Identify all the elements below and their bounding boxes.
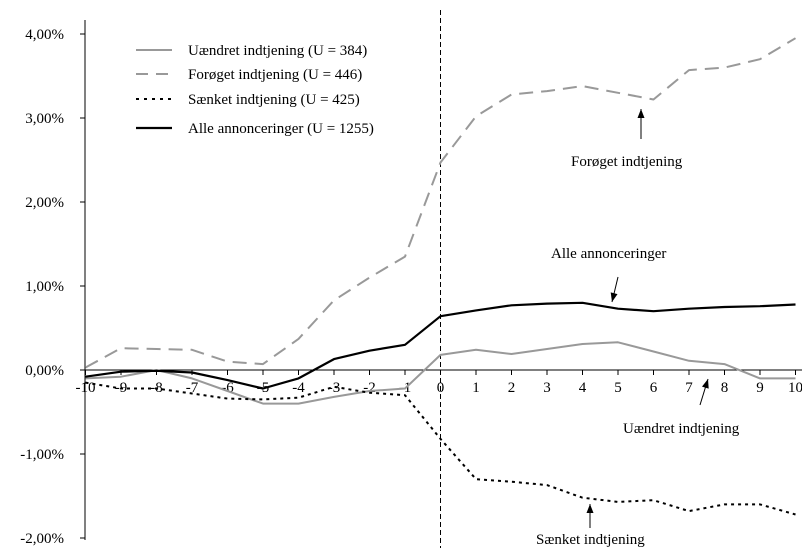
legend-label: Forøget indtjening (U = 446) (188, 67, 362, 83)
annotation-arrowhead (637, 109, 645, 118)
x-tick-label: 4 (579, 380, 587, 396)
x-tick-label: 10 (788, 380, 802, 396)
y-tick-label: 2,00% (25, 195, 64, 211)
annotation-arrowhead (610, 292, 618, 302)
x-tick-label: 3 (543, 380, 551, 396)
axes-layer: 4,00% 3,00% 2,00% 1,00% 0,00% -1,00% -2,00% -10… (20, 10, 802, 548)
annotation-arrowhead (586, 504, 594, 513)
series-line (85, 301, 796, 390)
series-1 (85, 37, 797, 369)
y-tick-label: 4,00% (25, 27, 64, 43)
x-tick-label: 7 (685, 380, 693, 396)
annotation-2: Uændret indtjening (623, 378, 740, 437)
legend: Uændret indtjening (U = 384) Forøget indt… (136, 43, 374, 137)
x-tick-label: 5 (614, 380, 622, 396)
annotation-label: Sænket indtjening (536, 532, 645, 548)
annotation-0: Forøget indtjening (571, 109, 683, 170)
legend-label: Sænket indtjening (U = 425) (188, 92, 360, 108)
annotation-label: Forøget indtjening (571, 154, 683, 170)
x-tick-label: -4 (292, 380, 305, 396)
annotation-arrowhead (702, 379, 709, 389)
y-tick-label: -2,00% (20, 531, 64, 547)
annotation-label: Uændret indtjening (623, 421, 740, 437)
y-tick-label: 1,00% (25, 279, 64, 295)
y-tick-label: 0,00% (25, 363, 64, 379)
y-tick-label: -1,00% (20, 447, 64, 463)
annotation-1: Alle annonceringer (551, 246, 666, 303)
x-tick-label: 2 (508, 380, 516, 396)
legend-label: Alle annonceringer (U = 1255) (188, 121, 374, 137)
legend-label: Uændret indtjening (U = 384) (188, 43, 367, 59)
series-layer (85, 37, 797, 516)
x-tick-label: 6 (650, 380, 658, 396)
series-3 (85, 301, 796, 390)
x-tick-label: 9 (756, 380, 764, 396)
x-tick-label: 1 (472, 380, 480, 396)
x-tick-label: -3 (328, 380, 341, 396)
x-tick-label: -7 (186, 380, 199, 396)
series-2 (85, 381, 796, 516)
x-tick-label: 8 (721, 380, 729, 396)
annotations: Forøget indtjening Alle annonceringer Uænd… (536, 109, 740, 548)
annotation-3: Sænket indtjening (536, 504, 645, 548)
y-tick-label: 3,00% (25, 111, 64, 127)
annotation-label: Alle annonceringer (551, 246, 666, 262)
x-tick-label: -10 (76, 380, 96, 396)
